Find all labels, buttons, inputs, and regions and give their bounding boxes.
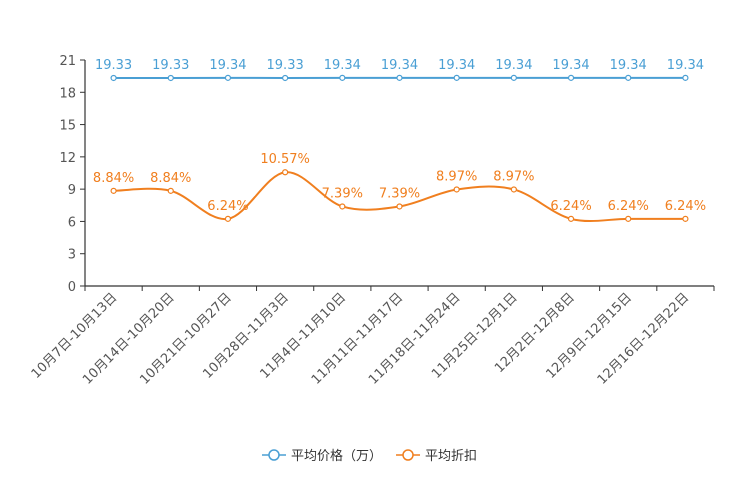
legend-item-1[interactable]: 平均价格（万） <box>262 448 382 464</box>
data-label: 10.57% <box>260 152 310 167</box>
data-point[interactable] <box>396 74 403 81</box>
data-point[interactable] <box>453 74 460 81</box>
data-label: 8.97% <box>436 169 477 184</box>
y-tick-label: 3 <box>68 248 76 263</box>
legend-label: 平均折扣 <box>425 449 477 464</box>
data-label: 19.34 <box>552 58 589 73</box>
chart-legend[interactable]: 平均价格（万） 平均折扣 <box>262 448 477 464</box>
series-1: 19.33 19.33 19.34 19.33 19.34 19.34 19.34 19.34… <box>95 58 704 82</box>
data-label: 19.34 <box>324 58 361 73</box>
data-label: 19.34 <box>209 58 246 73</box>
data-point[interactable] <box>110 187 117 194</box>
data-label: 19.33 <box>267 58 304 73</box>
x-axis-ticks: 10月7日-10月13日10月14日-10月20日10月21日-10月27日10… <box>29 286 715 388</box>
data-point[interactable] <box>224 215 232 222</box>
legend-label: 平均价格（万） <box>291 448 382 464</box>
data-label: 6.24% <box>207 199 248 214</box>
data-label: 6.24% <box>665 199 706 214</box>
data-point[interactable] <box>567 74 575 81</box>
data-point[interactable] <box>567 215 575 222</box>
data-label: 7.39% <box>322 186 363 201</box>
data-label: 8.97% <box>493 169 534 184</box>
data-label: 19.34 <box>667 58 704 73</box>
data-label: 19.34 <box>381 58 418 73</box>
y-tick-label: 0 <box>68 280 76 295</box>
data-label: 6.24% <box>550 199 591 214</box>
y-tick-label: 12 <box>59 151 76 166</box>
data-label: 8.84% <box>93 171 134 186</box>
data-point[interactable] <box>510 186 517 193</box>
chart-axes <box>84 60 714 287</box>
data-point[interactable] <box>339 74 346 81</box>
data-label: 7.39% <box>379 186 420 201</box>
legend-marker-icon <box>268 449 280 461</box>
data-point[interactable] <box>396 203 403 210</box>
data-point[interactable] <box>510 74 517 81</box>
series-line <box>113 171 686 222</box>
data-point[interactable] <box>167 187 174 194</box>
data-point[interactable] <box>625 215 632 222</box>
data-label: 8.84% <box>150 171 191 186</box>
y-tick-label: 6 <box>68 215 76 230</box>
data-point[interactable] <box>167 74 174 82</box>
y-tick-label: 15 <box>59 119 76 134</box>
data-point[interactable] <box>453 186 460 193</box>
legend-marker-icon <box>402 449 414 461</box>
chart-series: 19.33 19.33 19.34 19.33 19.34 19.34 19.34 19.34… <box>93 58 706 222</box>
data-label: 19.34 <box>438 58 475 73</box>
legend-item-2[interactable]: 平均折扣 <box>396 449 477 464</box>
data-label: 19.33 <box>152 58 189 73</box>
data-label: 19.34 <box>495 58 532 73</box>
data-point[interactable] <box>282 169 289 176</box>
data-label: 19.33 <box>95 58 132 73</box>
data-point[interactable] <box>339 203 346 210</box>
data-point[interactable] <box>682 74 689 81</box>
data-point[interactable] <box>625 74 632 81</box>
series-2: 8.84% 8.84% 6.24% 10.57% 7.39% 7.39% 8.97% 8.97… <box>93 152 706 222</box>
data-label: 6.24% <box>608 199 649 214</box>
y-tick-label: 21 <box>59 54 76 69</box>
data-point[interactable] <box>282 74 289 82</box>
data-point[interactable] <box>110 74 117 82</box>
data-point[interactable] <box>224 74 232 81</box>
y-axis-ticks: 0 3 6 9 12 15 18 21 <box>59 54 85 295</box>
data-label: 19.34 <box>610 58 647 73</box>
y-tick-label: 9 <box>68 183 76 198</box>
y-tick-label: 18 <box>59 86 76 101</box>
data-point[interactable] <box>682 215 689 222</box>
